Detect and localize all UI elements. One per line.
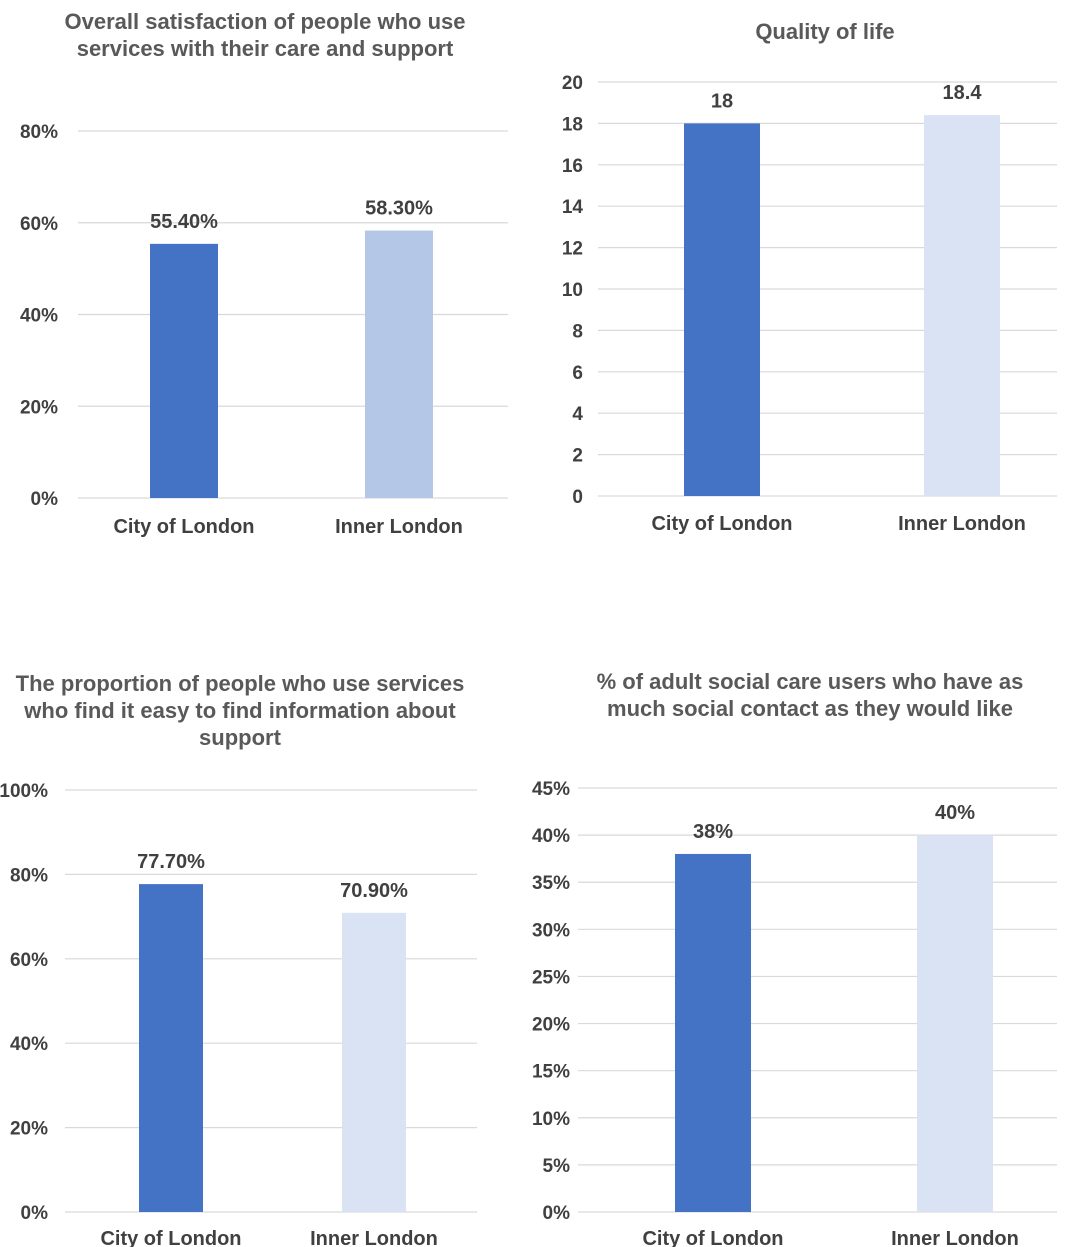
chart-1-data-label-1: 55.40% bbox=[150, 211, 218, 233]
chart-3-y-tick: 20% bbox=[10, 1119, 48, 1140]
chart-2-y-tick: 10 bbox=[562, 280, 583, 301]
chart-2-y-tick: 4 bbox=[572, 404, 583, 425]
chart-2-y-tick: 16 bbox=[562, 156, 583, 177]
chart-4-category-label-1: City of London bbox=[642, 1228, 783, 1247]
chart-3-bar-2 bbox=[342, 912, 406, 1212]
chart-1-bar-2 bbox=[365, 230, 433, 498]
chart-4-data-label-1: 38% bbox=[693, 821, 733, 843]
chart-3-category-label-1: City of London bbox=[100, 1228, 241, 1247]
chart-2-bar-2 bbox=[924, 115, 1000, 497]
chart-4-y-tick: 0% bbox=[543, 1203, 571, 1224]
chart-2-data-label-1: 18 bbox=[711, 90, 733, 112]
chart-4-y-tick: 35% bbox=[532, 873, 570, 894]
chart-4-y-tick: 45% bbox=[532, 779, 570, 800]
chart-1-y-tick: 80% bbox=[20, 122, 58, 143]
chart-4-y-tick: 5% bbox=[543, 1156, 571, 1177]
chart-2-y-tick: 14 bbox=[562, 197, 584, 218]
chart-2-y-tick: 0 bbox=[572, 487, 583, 508]
chart-4-y-tick: 30% bbox=[532, 920, 570, 941]
chart-4-title: % of adult social care users who have as… bbox=[596, 669, 1024, 721]
chart-2-y-tick: 12 bbox=[562, 239, 583, 260]
chart-4-y-tick: 40% bbox=[532, 826, 570, 847]
chart-1-y-tick: 40% bbox=[20, 306, 58, 327]
chart-4-bar-2 bbox=[917, 835, 993, 1212]
chart-2-category-label-1: City of London bbox=[651, 513, 792, 535]
chart-2-y-tick: 6 bbox=[572, 363, 583, 384]
chart-4-y-tick: 20% bbox=[532, 1015, 570, 1036]
chart-2-data-label-2: 18.4 bbox=[943, 82, 983, 104]
chart-4-y-tick: 25% bbox=[532, 967, 570, 988]
chart-2-y-tick: 2 bbox=[572, 446, 583, 467]
chart-4-bar-1 bbox=[675, 853, 751, 1212]
chart-4-y-tick: 10% bbox=[532, 1109, 570, 1130]
chart-3-y-tick: 80% bbox=[10, 865, 48, 886]
chart-2-bar-1 bbox=[684, 123, 760, 497]
chart-1-title: Overall satisfaction of people who use s… bbox=[64, 9, 466, 61]
chart-3-category-label-2: Inner London bbox=[310, 1228, 438, 1247]
chart-3-title: The proportion of people who use service… bbox=[15, 671, 465, 750]
chart-1-y-tick: 0% bbox=[31, 489, 59, 510]
chart-3-data-label-1: 77.70% bbox=[137, 851, 205, 873]
chart-2-category-label-2: Inner London bbox=[898, 513, 1026, 535]
chart-1-y-tick: 20% bbox=[20, 397, 58, 418]
chart-3-bar-1 bbox=[139, 884, 203, 1212]
chart-4-y-tick: 15% bbox=[532, 1062, 570, 1083]
chart-1-category-label-2: Inner London bbox=[335, 516, 463, 538]
chart-1-y-tick: 60% bbox=[20, 214, 58, 235]
chart-2-title: Quality of life bbox=[755, 19, 895, 44]
chart-2-y-tick: 18 bbox=[562, 114, 583, 135]
chart-3-y-tick: 0% bbox=[21, 1203, 49, 1224]
chart-4-category-label-2: Inner London bbox=[891, 1228, 1019, 1247]
chart-4-data-label-2: 40% bbox=[935, 802, 975, 824]
chart-1-category-label-1: City of London bbox=[113, 516, 254, 538]
chart-2-y-tick: 8 bbox=[572, 321, 583, 342]
chart-3-y-tick: 40% bbox=[10, 1034, 48, 1055]
chart-3-y-tick: 60% bbox=[10, 950, 48, 971]
chart-3-data-label-2: 70.90% bbox=[340, 880, 408, 902]
chart-3-y-tick: 100% bbox=[0, 781, 48, 802]
chart-2-y-tick: 20 bbox=[562, 73, 583, 94]
chart-1-bar-1 bbox=[150, 243, 218, 498]
chart-1-data-label-2: 58.30% bbox=[365, 198, 433, 220]
